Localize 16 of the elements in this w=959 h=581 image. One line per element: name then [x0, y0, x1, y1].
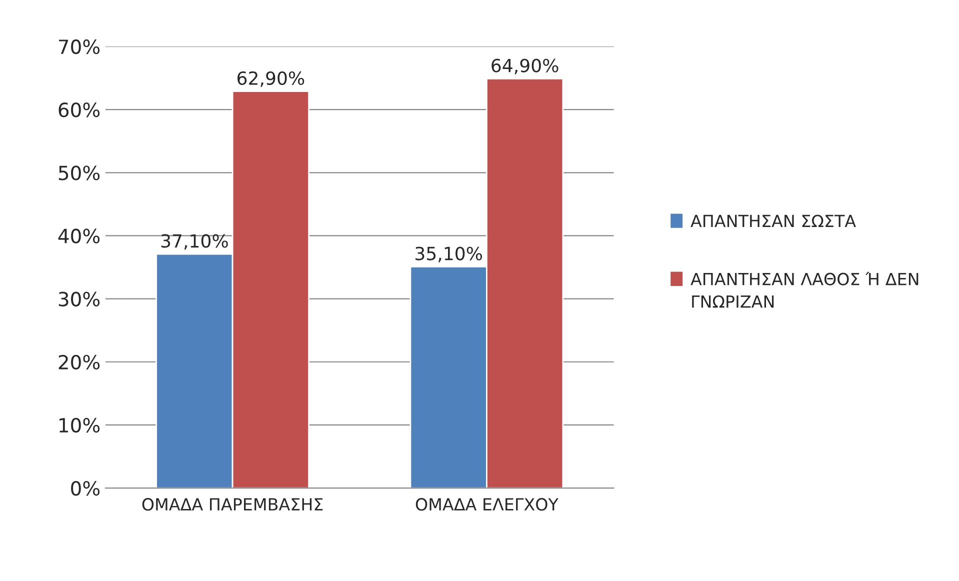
x-tick-label: ΟΜΑΔΑ ΠΑΡΕΜΒΑΣΗΣ [142, 498, 323, 511]
y-tick-label: 60% [58, 102, 100, 118]
y-tick-label: 0% [71, 480, 100, 496]
data-label: 37,10% [161, 234, 228, 250]
y-tick-label: 30% [58, 292, 100, 306]
x-tick-label: ΟΜΑΔΑ ΕΛΕΓΧΟΥ [416, 498, 558, 511]
data-label: 62,90% [238, 71, 304, 87]
legend-label: ΑΠΑΝΤΗΣΑΝ ΛΑΘΟΣ Ή ΔΕΝ ΓΝΩΡΙΖΑΝ [690, 272, 918, 308]
legend-label: ΑΠΑΝΤΗΣΑΝ ΣΩΣΤΑ [690, 214, 856, 228]
data-label: 35,10% [416, 246, 482, 262]
y-tick-label: 20% [58, 354, 100, 370]
y-tick-label: 50% [58, 166, 100, 180]
y-tick-label: 40% [58, 228, 100, 244]
y-tick-label: 10% [60, 418, 100, 433]
data-label: 64,90% [492, 58, 558, 74]
y-tick-label: 70% [59, 39, 100, 54]
